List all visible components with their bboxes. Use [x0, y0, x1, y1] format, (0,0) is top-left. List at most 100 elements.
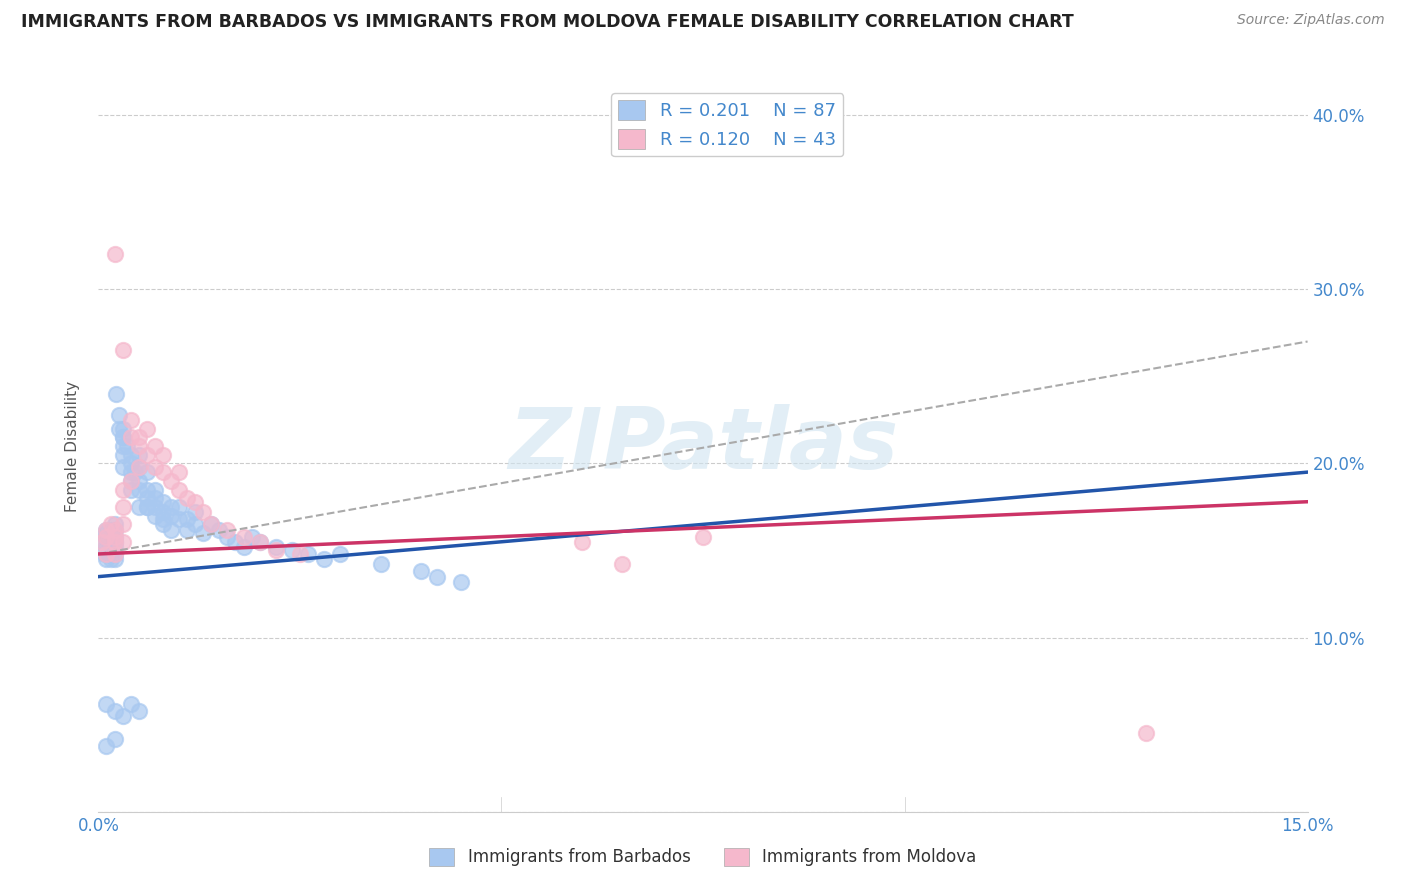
Point [167, 500, 190, 514]
Point [314, 552, 336, 566]
Point [96, 697, 118, 711]
Point [426, 569, 449, 583]
Point [135, 491, 157, 506]
Point [111, 459, 134, 474]
Point [160, 523, 183, 537]
Point [128, 704, 150, 718]
Point [200, 517, 222, 532]
Point [111, 421, 134, 435]
Point [115, 439, 138, 453]
Point [96, 530, 118, 544]
Point [120, 474, 142, 488]
Point [111, 534, 134, 549]
Point [224, 534, 246, 549]
Point [111, 430, 134, 444]
Point [91, 534, 114, 549]
Point [101, 530, 124, 544]
Point [409, 565, 432, 579]
Point [167, 465, 190, 479]
Point [135, 465, 157, 479]
Y-axis label: Female Disability: Female Disability [65, 380, 80, 512]
Point [96, 523, 118, 537]
Point [152, 512, 174, 526]
Point [111, 448, 134, 462]
Point [152, 448, 174, 462]
Point [249, 534, 271, 549]
Point [96, 547, 118, 561]
Point [103, 530, 125, 544]
Point [692, 530, 714, 544]
Point [193, 505, 215, 519]
Point [111, 500, 134, 514]
Point [288, 547, 311, 561]
Point [97, 547, 120, 561]
Point [128, 500, 150, 514]
Point [91, 534, 114, 549]
Point [128, 459, 150, 474]
Point [152, 517, 174, 532]
Point [111, 517, 134, 532]
Legend: R = 0.201    N = 87, R = 0.120    N = 43: R = 0.201 N = 87, R = 0.120 N = 43 [612, 93, 844, 156]
Point [100, 526, 122, 541]
Point [103, 547, 125, 561]
Point [96, 530, 118, 544]
Point [135, 500, 157, 514]
Point [160, 500, 183, 514]
Point [281, 543, 304, 558]
Point [111, 439, 134, 453]
Point [370, 558, 392, 572]
Point [96, 739, 118, 753]
Point [167, 483, 190, 497]
Point [107, 408, 129, 422]
Point [103, 523, 125, 537]
Point [450, 574, 472, 589]
Point [100, 552, 122, 566]
Point [96, 523, 118, 537]
Point [103, 704, 125, 718]
Point [105, 386, 128, 401]
Point [249, 534, 271, 549]
Text: IMMIGRANTS FROM BARBADOS VS IMMIGRANTS FROM MOLDOVA FEMALE DISABILITY CORRELATIO: IMMIGRANTS FROM BARBADOS VS IMMIGRANTS F… [21, 13, 1074, 31]
Point [217, 530, 239, 544]
Point [297, 547, 319, 561]
Point [128, 439, 150, 453]
Point [143, 483, 166, 497]
Point [184, 494, 207, 508]
Point [240, 530, 263, 544]
Point [143, 491, 166, 506]
Point [111, 430, 134, 444]
Point [103, 517, 125, 532]
Point [120, 697, 142, 711]
Text: ZIPatlas: ZIPatlas [508, 404, 898, 488]
Point [176, 512, 198, 526]
Point [111, 483, 134, 497]
Point [571, 534, 593, 549]
Point [107, 421, 129, 435]
Point [1135, 726, 1157, 740]
Point [184, 505, 207, 519]
Point [120, 448, 142, 462]
Point [100, 517, 122, 532]
Point [120, 483, 142, 497]
Point [143, 439, 166, 453]
Point [128, 483, 150, 497]
Point [103, 523, 125, 537]
Point [152, 505, 174, 519]
Point [103, 247, 125, 261]
Point [217, 523, 239, 537]
Legend: Immigrants from Barbados, Immigrants from Moldova: Immigrants from Barbados, Immigrants fro… [423, 841, 983, 873]
Point [143, 500, 166, 514]
Point [100, 523, 122, 537]
Point [135, 421, 157, 435]
Point [167, 512, 190, 526]
Point [152, 465, 174, 479]
Point [612, 558, 634, 572]
Point [111, 709, 134, 723]
Point [152, 494, 174, 508]
Point [264, 540, 287, 554]
Point [329, 547, 352, 561]
Point [103, 540, 125, 554]
Point [96, 552, 118, 566]
Point [103, 534, 125, 549]
Point [120, 474, 142, 488]
